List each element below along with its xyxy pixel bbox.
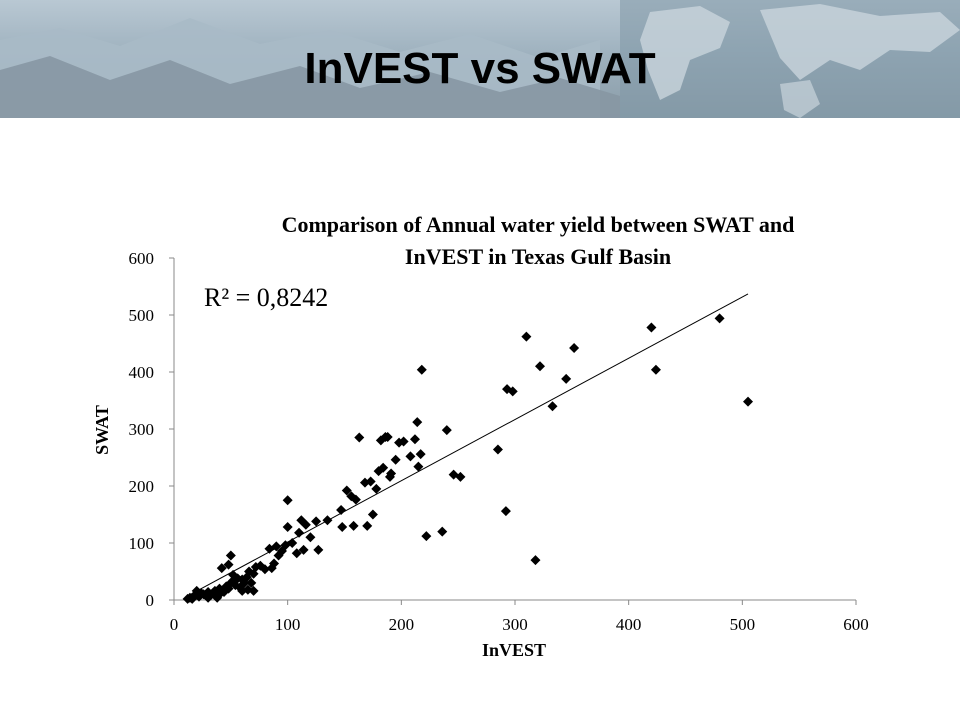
y-tick-label: 500	[129, 306, 155, 325]
data-point	[367, 509, 378, 520]
data-point	[421, 531, 432, 542]
data-point	[507, 386, 518, 397]
data-point	[500, 506, 511, 517]
data-point	[382, 431, 393, 442]
data-point	[246, 577, 257, 588]
data-point	[561, 373, 572, 384]
data-point	[646, 322, 657, 333]
r-squared-annotation: R² = 0,8242	[204, 283, 328, 312]
data-point	[259, 564, 270, 575]
data-point	[354, 432, 365, 443]
continent-shape-1	[640, 6, 730, 100]
data-point	[437, 526, 448, 537]
data-point	[300, 519, 311, 530]
chart-title-line-2: InVEST in Texas Gulf Basin	[405, 244, 671, 269]
data-point	[248, 585, 259, 596]
y-tick-label: 100	[129, 534, 155, 553]
data-point	[271, 541, 282, 552]
data-point	[413, 461, 424, 472]
x-tick-label: 300	[502, 615, 528, 634]
data-point	[386, 468, 397, 479]
data-point	[298, 544, 309, 555]
header-banner: InVEST vs SWAT	[0, 0, 960, 118]
x-tick-label: 600	[843, 615, 869, 634]
data-point	[405, 451, 416, 462]
data-point	[441, 425, 452, 436]
continent-shape-3	[780, 80, 820, 118]
data-point	[378, 462, 389, 473]
data-points	[182, 313, 754, 604]
data-point	[409, 434, 420, 445]
data-point	[390, 454, 401, 465]
x-tick-label: 500	[730, 615, 756, 634]
x-tick-label: 0	[170, 615, 179, 634]
data-point	[341, 485, 352, 496]
data-point	[269, 558, 280, 569]
data-point	[291, 548, 302, 559]
scatter-chart: Comparison of Annual water yield between…	[92, 212, 869, 660]
y-tick-label: 400	[129, 363, 155, 382]
data-point	[416, 364, 427, 375]
data-point	[371, 483, 382, 494]
y-tick-label: 0	[146, 591, 155, 610]
data-point	[569, 343, 580, 354]
mountain-backdrop	[0, 0, 960, 118]
data-point	[521, 331, 532, 342]
data-point	[714, 313, 725, 324]
data-point	[365, 476, 376, 487]
data-point	[305, 532, 316, 543]
data-point	[294, 527, 305, 538]
data-point	[311, 516, 322, 527]
y-tick-label: 300	[129, 420, 155, 439]
x-tick-label: 100	[275, 615, 301, 634]
y-axis-label: SWAT	[92, 405, 112, 455]
data-point	[455, 471, 466, 482]
data-point	[535, 361, 546, 372]
data-point	[287, 538, 298, 548]
data-point	[492, 444, 503, 455]
data-point	[322, 515, 333, 526]
slide-title: InVEST vs SWAT	[304, 44, 656, 93]
y-tick-label: 200	[129, 477, 155, 496]
data-point	[216, 563, 227, 574]
data-point	[350, 494, 361, 505]
data-point	[337, 522, 348, 533]
continent-shape-2	[760, 4, 960, 80]
data-point	[348, 520, 359, 531]
data-point	[336, 504, 347, 515]
chart-title-line-1: Comparison of Annual water yield between…	[282, 212, 795, 237]
data-point	[223, 559, 234, 570]
data-point	[412, 417, 423, 428]
data-point	[650, 364, 661, 375]
y-tick-label: 600	[129, 249, 155, 268]
data-point	[225, 550, 236, 561]
x-axis-label: InVEST	[482, 640, 546, 660]
axes	[169, 257, 857, 605]
data-point	[415, 449, 426, 460]
data-point	[743, 396, 754, 407]
data-point	[282, 495, 293, 506]
data-point	[313, 544, 324, 555]
x-tick-label: 200	[389, 615, 415, 634]
data-point	[398, 436, 409, 447]
data-point	[282, 522, 293, 533]
data-point	[248, 568, 259, 579]
tick-labels: 0 100 200 300 400 500 600 0 100 200 300 400 500 600	[129, 249, 869, 634]
data-point	[362, 520, 373, 531]
x-tick-label: 400	[616, 615, 642, 634]
data-point	[547, 401, 558, 412]
data-point	[530, 555, 541, 566]
